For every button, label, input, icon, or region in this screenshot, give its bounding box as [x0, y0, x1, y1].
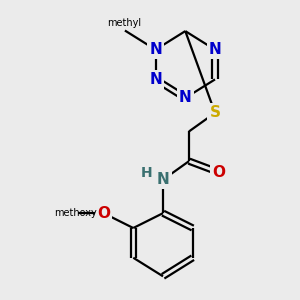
Text: methoxy: methoxy — [54, 208, 97, 218]
Text: methyl: methyl — [107, 18, 141, 28]
Text: N: N — [179, 91, 192, 106]
Text: N: N — [208, 42, 221, 57]
Text: O: O — [212, 165, 225, 180]
Text: N: N — [149, 72, 162, 87]
Text: N: N — [149, 42, 162, 57]
Text: S: S — [209, 105, 220, 120]
Text: H: H — [140, 166, 152, 180]
Text: O: O — [97, 206, 110, 221]
Text: N: N — [157, 172, 169, 187]
